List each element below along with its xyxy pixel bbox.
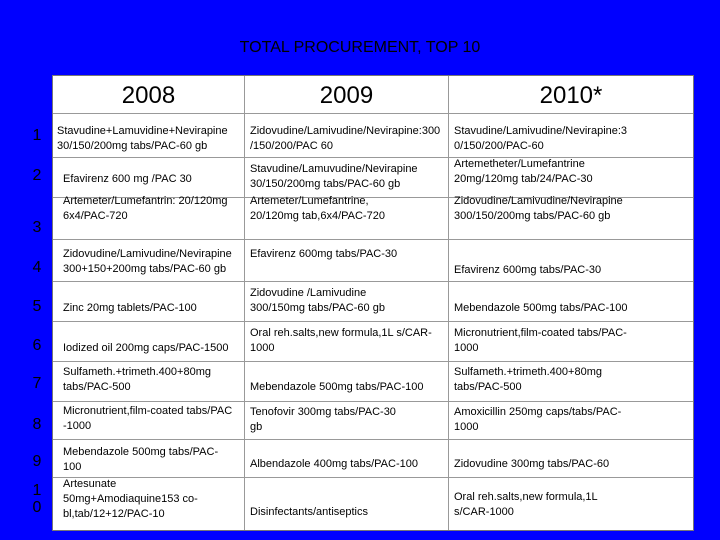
row-divider xyxy=(53,281,693,282)
cell-2010: Sulfameth.+trimeth.400+80mg tabs/PAC-500 xyxy=(454,366,602,393)
year-header-2010: 2010* xyxy=(539,82,603,109)
row-divider xyxy=(53,321,693,322)
row-divider xyxy=(53,157,693,158)
cell-2008: Artemeter/Lumefantrin: 20/120mg 6x4/PAC-… xyxy=(63,195,228,222)
row-divider xyxy=(53,113,693,114)
cell-2010: Micronutrient,film-coated tabs/PAC- 1000 xyxy=(454,327,627,354)
row-number: 5 xyxy=(32,298,42,315)
row-number: 2 xyxy=(32,167,42,184)
cell-2009: Tenofovir 300mg tabs/PAC-30 gb xyxy=(250,406,396,433)
cell-2008: Stavudine+Lamuvidine+Nevirapine 30/150/2… xyxy=(57,125,228,152)
cell-2009: Efavirenz 600mg tabs/PAC-30 xyxy=(250,248,398,260)
cell-2008: Artesunate 50mg+Amodiaquine153 co- bl,ta… xyxy=(63,478,198,520)
cell-2010: Amoxicillin 250mg caps/tabs/PAC- 1000 xyxy=(454,406,622,433)
cell-2008: Sulfameth.+trimeth.400+80mg tabs/PAC-500 xyxy=(63,366,211,393)
year-header-2009: 2009 xyxy=(319,82,374,109)
cell-2010: Mebendazole 500mg tabs/PAC-100 xyxy=(454,302,628,314)
row-divider xyxy=(53,401,693,402)
row-number: 9 xyxy=(32,453,42,470)
year-header-2008: 2008 xyxy=(121,82,176,109)
cell-2010: Stavudine/Lamivudine/Nevirapine:3 0/150/… xyxy=(454,125,628,152)
row-divider xyxy=(53,361,693,362)
page-title: TOTAL PROCUREMENT, TOP 10 xyxy=(239,39,481,56)
row-divider xyxy=(53,197,693,198)
row-divider xyxy=(53,239,693,240)
cell-2009: Zidovudine/Lamivudine/Nevirapine:300 /15… xyxy=(250,125,441,152)
cell-2008: Iodized oil 200mg caps/PAC-1500 xyxy=(63,342,229,354)
cell-2010: Zidovudine 300mg tabs/PAC-60 xyxy=(454,458,610,470)
cell-2008: Mebendazole 500mg tabs/PAC- 100 xyxy=(63,446,219,473)
cell-2008: Micronutrient,film-coated tabs/PAC -1000 xyxy=(63,405,233,432)
cell-2009: Mebendazole 500mg tabs/PAC-100 xyxy=(250,381,424,393)
cell-2010: Efavirenz 600mg tabs/PAC-30 xyxy=(454,264,602,276)
cell-2010: Oral reh.salts,new formula,1L s/CAR-1000 xyxy=(454,491,598,518)
procurement-table: 2008 2009 2010* xyxy=(52,75,694,531)
cell-2008: Zidovudine/Lamivudine/Nevirapine 300+150… xyxy=(63,248,232,275)
cell-2008: Zinc 20mg tablets/PAC-100 xyxy=(63,302,197,314)
cell-2009: Artemeter/Lumefantrine, 20/120mg tab,6x4… xyxy=(250,195,385,222)
cell-2009: Albendazole 400mg tabs/PAC-100 xyxy=(250,458,418,470)
row-number: 4 xyxy=(32,259,42,276)
row-number: 1 xyxy=(32,127,42,144)
row-number: 1 0 xyxy=(32,482,42,516)
row-number: 6 xyxy=(32,337,42,354)
column-divider xyxy=(448,76,449,530)
cell-2009: Oral reh.salts,new formula,1L s/CAR- 100… xyxy=(250,327,432,354)
cell-2010: Artemetheter/Lumefantrine 20mg/120mg tab… xyxy=(454,158,593,185)
cell-2009: Stavudine/Lamuvudine/Nevirapine 30/150/2… xyxy=(250,163,418,190)
row-number: 3 xyxy=(32,219,42,236)
row-number: 7 xyxy=(32,375,42,392)
cell-2008: Efavirenz 600 mg /PAC 30 xyxy=(63,173,192,185)
row-number: 8 xyxy=(32,416,42,433)
cell-2009: Zidovudine /Lamivudine 300/150mg tabs/PA… xyxy=(250,287,385,314)
cell-2009: Disinfectants/antiseptics xyxy=(250,506,368,518)
row-divider xyxy=(53,439,693,440)
row-divider xyxy=(53,477,693,478)
column-divider xyxy=(244,76,245,530)
cell-2010: Zidovudine/Lamivudine/Nevirapine 300/150… xyxy=(454,195,623,222)
